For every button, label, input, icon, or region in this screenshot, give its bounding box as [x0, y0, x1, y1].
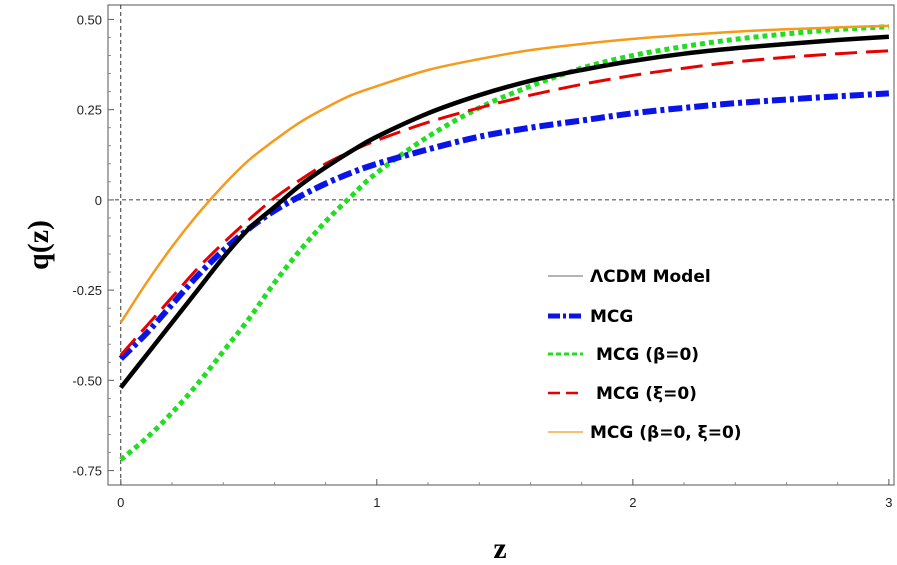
- x-axis-ticks: 0 1 2 3: [117, 479, 892, 510]
- y-tick-label: -0.50: [72, 373, 102, 388]
- y-tick-label: 0: [95, 193, 102, 208]
- plot-frame: [107, 4, 895, 486]
- x-axis-title: z: [493, 532, 506, 565]
- series-mcg-beta0-xi0-line: [119, 24, 889, 324]
- series-mcg-xi0-line: [119, 49, 889, 357]
- legend-label-mcg-beta0: MCG (β=0): [596, 345, 699, 365]
- legend-label-mcg: MCG: [590, 307, 633, 327]
- y-tick-label: 0.50: [77, 12, 102, 27]
- x-tick-label: 0: [117, 495, 124, 510]
- legend-label-lcdm: ΛCDM Model: [590, 267, 711, 287]
- x-tick-label: 2: [629, 495, 636, 510]
- y-axis-title: q(z): [22, 220, 55, 270]
- y-tick-label: -0.75: [72, 464, 102, 479]
- legend-label-mcg-xi0: MCG (ξ=0): [596, 384, 697, 404]
- series-lcdm-line: [119, 34, 890, 389]
- legend-label-mcg-beta0-xi0: MCG (β=0, ξ=0): [590, 423, 742, 443]
- x-tick-label: 3: [885, 495, 892, 510]
- reference-lines: [108, 5, 894, 485]
- y-tick-label: 0.25: [77, 103, 102, 118]
- y-tick-label: -0.25: [72, 283, 102, 298]
- series-lines: [118, 24, 890, 462]
- series-mcg-line: [118, 90, 890, 361]
- legend: ΛCDM Model MCG MCG (β=0) MCG (ξ=0) MCG (…: [548, 267, 742, 443]
- y-axis-ticks: -0.75 -0.50 -0.25 0 0.25 0.50: [72, 12, 114, 479]
- series-mcg-beta0-line: [119, 24, 890, 462]
- x-tick-label: 1: [373, 495, 380, 510]
